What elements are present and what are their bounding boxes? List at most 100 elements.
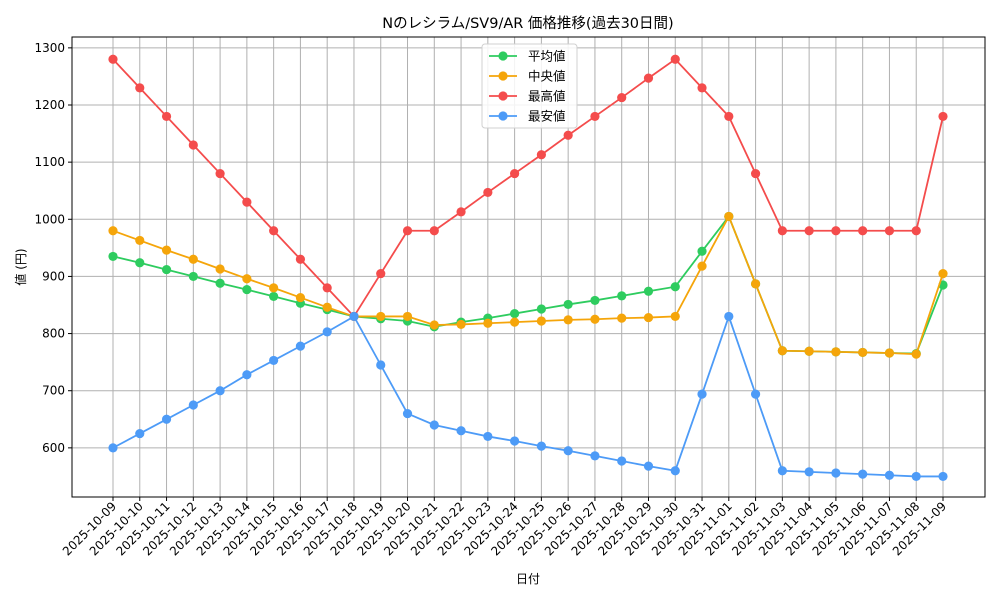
data-point [858,469,868,479]
data-point [777,346,787,356]
data-point [322,283,332,293]
legend-item: 平均値 [489,49,566,64]
data-point [536,150,546,160]
data-point [670,54,680,64]
data-point [643,286,654,296]
data-point [643,312,654,323]
data-point [884,470,895,480]
data-point [108,226,118,236]
data-point [483,318,493,328]
data-point [804,226,814,236]
data-point [456,207,466,217]
data-point [510,436,520,446]
data-point [750,389,761,399]
data-point [242,197,252,207]
data-point [135,258,145,268]
data-point [804,346,814,356]
y-tick-label: 600 [42,441,65,455]
legend-item: 最高値 [489,89,566,104]
data-point [858,347,868,358]
data-point [617,313,627,323]
svg-text:平均値: 平均値 [528,49,566,64]
data-point [724,111,734,122]
data-point [215,386,225,396]
data-point [697,261,707,271]
data-point [536,316,546,326]
series-layer [108,54,948,482]
data-point [161,245,172,255]
data-point [670,311,680,322]
data-point [376,360,386,370]
data-point [295,254,306,264]
x-axis-label: 日付 [516,572,540,586]
data-point [536,441,546,451]
series-line [108,211,948,359]
data-point [938,268,948,279]
data-point [510,168,520,179]
data-point [108,251,118,262]
data-point [590,111,600,122]
data-point [269,291,279,302]
data-point [750,168,761,179]
data-point [242,284,252,295]
data-point [938,111,948,122]
svg-text:最高値: 最高値 [528,89,566,104]
data-point [697,83,707,93]
data-point [884,348,895,358]
data-point [911,226,921,236]
data-point [643,73,654,83]
data-point [322,327,332,337]
data-point [643,461,654,471]
data-point [724,211,734,222]
data-point [376,268,386,279]
data-point [670,282,680,292]
series-line [108,311,948,482]
data-point [161,111,172,122]
data-point [242,370,252,380]
data-point [188,400,198,410]
data-point [697,389,707,399]
y-tick-label: 1000 [34,212,65,226]
legend-item: 中央値 [489,69,566,84]
y-axis-label: 値 (円) [13,248,28,285]
data-point [938,471,948,482]
data-point [108,443,118,453]
y-tick-label: 900 [42,269,65,283]
data-point [295,292,306,303]
data-point [911,349,921,359]
data-point [617,456,627,466]
data-point [188,271,198,282]
data-point [510,308,520,319]
data-point [322,302,332,312]
svg-text:中央値: 中央値 [528,69,566,84]
chart-title: Nのレシラム/SV9/AR 価格推移(過去30日間) [382,15,673,32]
y-tick-label: 800 [42,327,65,341]
x-axis: 2025-10-092025-10-102025-10-112025-10-12… [60,497,949,558]
data-point [402,408,413,419]
data-point [697,246,707,256]
data-point [777,226,787,236]
data-point [135,235,145,246]
data-point [456,426,466,436]
plot-frame [71,36,986,498]
data-point [188,140,198,150]
data-point [483,431,493,442]
data-point [108,54,118,64]
data-point [376,311,386,322]
data-point [563,299,573,310]
data-point [269,283,279,293]
y-tick-label: 1100 [34,155,65,169]
data-point [510,317,520,327]
data-point [617,291,627,301]
data-point [831,226,841,236]
data-point [242,274,252,284]
data-point [215,168,225,179]
data-point [135,428,145,439]
svg-text:最安値: 最安値 [528,109,566,124]
data-point [295,341,306,351]
data-point [456,319,466,330]
data-point [429,226,439,236]
data-point [402,226,413,236]
data-point [777,466,787,476]
